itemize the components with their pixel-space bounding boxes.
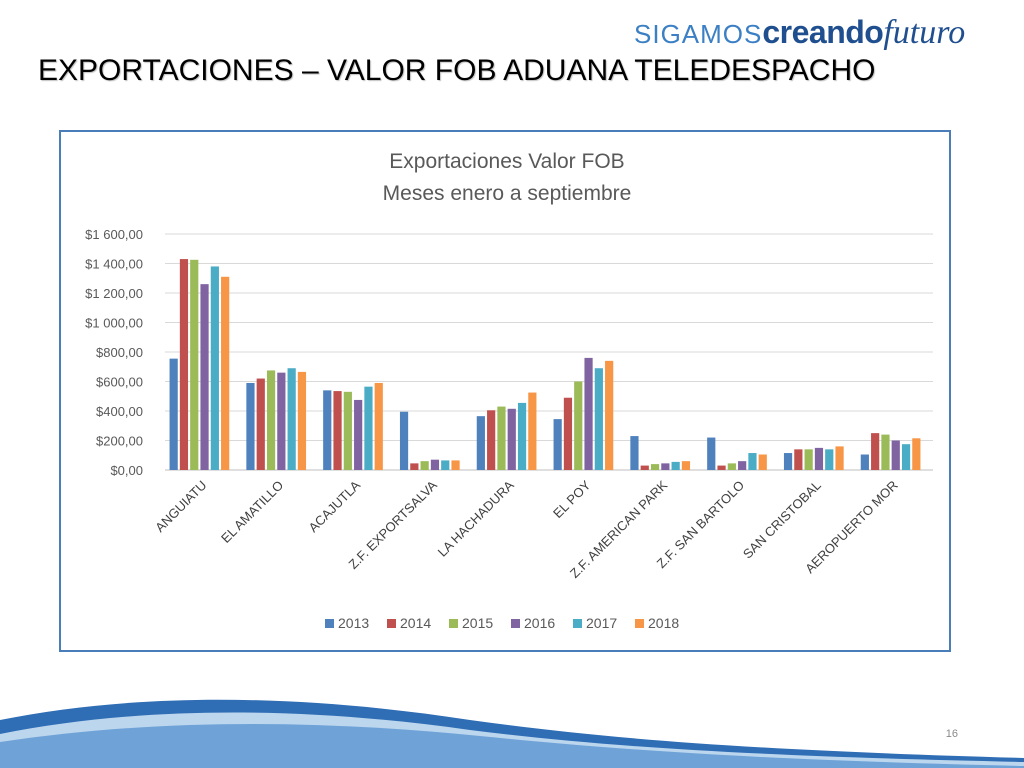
- bar-2016: [738, 461, 747, 470]
- bar-2018: [374, 382, 383, 470]
- y-tick-label: $400,00: [96, 404, 143, 419]
- bar-2013: [783, 453, 793, 470]
- bar-2015: [574, 381, 583, 470]
- bar-2016: [584, 357, 593, 470]
- bar-2017: [825, 449, 834, 470]
- bar-2016: [891, 440, 900, 470]
- bar-2014: [717, 465, 726, 470]
- bar-2018: [297, 371, 307, 470]
- bar-2018: [221, 276, 230, 470]
- legend-label-2015: 2015: [462, 615, 493, 631]
- bar-2015: [650, 464, 660, 470]
- bar-2016: [661, 463, 670, 470]
- bar-2013: [707, 437, 716, 470]
- bar-2018: [758, 454, 767, 470]
- bar-2013: [246, 382, 255, 470]
- bar-2013: [169, 358, 178, 470]
- bar-2014: [256, 378, 265, 470]
- legend-label-2013: 2013: [338, 615, 369, 631]
- brand-logo: SIGAMOS creando futuro: [634, 14, 965, 54]
- bar-2015: [266, 370, 276, 470]
- bar-2013: [860, 454, 869, 470]
- bar-2014: [871, 433, 880, 470]
- bar-2015: [420, 461, 429, 470]
- x-tick-label: LA HACHADURA: [435, 477, 517, 559]
- y-tick-label: $1 400,00: [85, 257, 143, 272]
- bar-2013: [476, 416, 485, 470]
- bar-2013: [553, 419, 562, 470]
- legend-swatch-2017: [573, 619, 582, 628]
- bar-2014: [333, 391, 342, 470]
- bar-2018: [681, 461, 691, 470]
- x-tick-label: ACAJUTLA: [306, 477, 364, 535]
- bar-chart: $0,00 $200,00 $400,00 $600,00 $800,00 $1 000,…: [85, 227, 933, 631]
- bar-2015: [343, 391, 352, 470]
- bar-2018: [835, 446, 844, 470]
- bar-2018: [451, 460, 460, 470]
- bar-2016: [814, 447, 824, 470]
- legend-swatch-2018: [635, 619, 644, 628]
- y-tick-label: $600,00: [96, 375, 143, 390]
- bar-2014: [487, 410, 496, 470]
- bar-2017: [287, 368, 296, 470]
- bar-2014: [794, 449, 803, 470]
- y-tick-label: $1 200,00: [85, 286, 143, 301]
- bar-2014: [410, 463, 419, 470]
- y-tick-label: $200,00: [96, 434, 143, 449]
- chart-subtitle: Meses enero a septiembre: [382, 182, 632, 205]
- bar-2018: [912, 438, 921, 470]
- page-number: 16: [945, 728, 958, 740]
- chart-frame: Exportaciones Valor FOB Meses enero a se…: [59, 130, 951, 652]
- bar-2018: [528, 392, 537, 470]
- y-tick-label: $800,00: [96, 345, 143, 360]
- legend-swatch-2014: [387, 619, 396, 628]
- x-tick-label: EL AMATILLO: [218, 478, 286, 546]
- x-tick-label: SAN CRISTOBAL: [740, 478, 824, 562]
- logo-part-sigamos: SIGAMOS: [634, 19, 763, 49]
- bar-2016: [507, 408, 516, 470]
- bar-2018: [605, 360, 614, 470]
- bar-2014: [563, 397, 573, 470]
- bar-2016: [430, 459, 440, 470]
- legend-swatch-2013: [325, 619, 334, 628]
- bar-2017: [364, 386, 373, 470]
- chart-title: Exportaciones Valor FOB: [389, 150, 625, 173]
- bar-2014: [640, 465, 649, 470]
- bar-2017: [748, 453, 757, 470]
- y-tick-label: $1 600,00: [85, 227, 143, 242]
- bar-2017: [594, 368, 603, 470]
- legend-label-2014: 2014: [400, 615, 431, 631]
- bar-2015: [190, 259, 199, 470]
- bar-2017: [671, 461, 680, 470]
- bar-2017: [517, 402, 527, 470]
- legend-label-2017: 2017: [586, 615, 617, 631]
- legend-swatch-2015: [449, 619, 458, 628]
- bar-2015: [804, 449, 813, 470]
- bar-2017: [901, 444, 911, 470]
- y-tick-label: $0,00: [110, 463, 143, 478]
- bar-2013: [630, 436, 639, 470]
- bar-2015: [497, 406, 506, 470]
- legend-label-2018: 2018: [648, 615, 679, 631]
- bar-2015: [881, 434, 890, 470]
- bar-2013: [323, 390, 332, 470]
- decorative-wave: [0, 699, 1024, 768]
- legend-swatch-2016: [511, 619, 520, 628]
- bar-2017: [210, 266, 219, 470]
- logo-part-futuro: futuro: [883, 14, 966, 51]
- bar-2014: [179, 259, 189, 470]
- bar-2016: [277, 372, 286, 470]
- bar-2013: [399, 411, 409, 470]
- slide-title: EXPORTACIONES – VALOR FOB ADUANA TELEDES…: [38, 54, 876, 87]
- legend-label-2016: 2016: [524, 615, 555, 631]
- bar-2016: [354, 399, 363, 470]
- bar-2015: [727, 463, 736, 470]
- bar-2016: [200, 284, 209, 470]
- x-tick-label: ANGUIATU: [152, 478, 209, 535]
- x-tick-label: EL POY: [550, 477, 594, 521]
- bar-2017: [441, 460, 450, 470]
- y-tick-label: $1 000,00: [85, 316, 143, 331]
- logo-part-creando: creando: [762, 14, 884, 50]
- x-tick-label: Z.F. SAN BARTOLO: [654, 478, 748, 572]
